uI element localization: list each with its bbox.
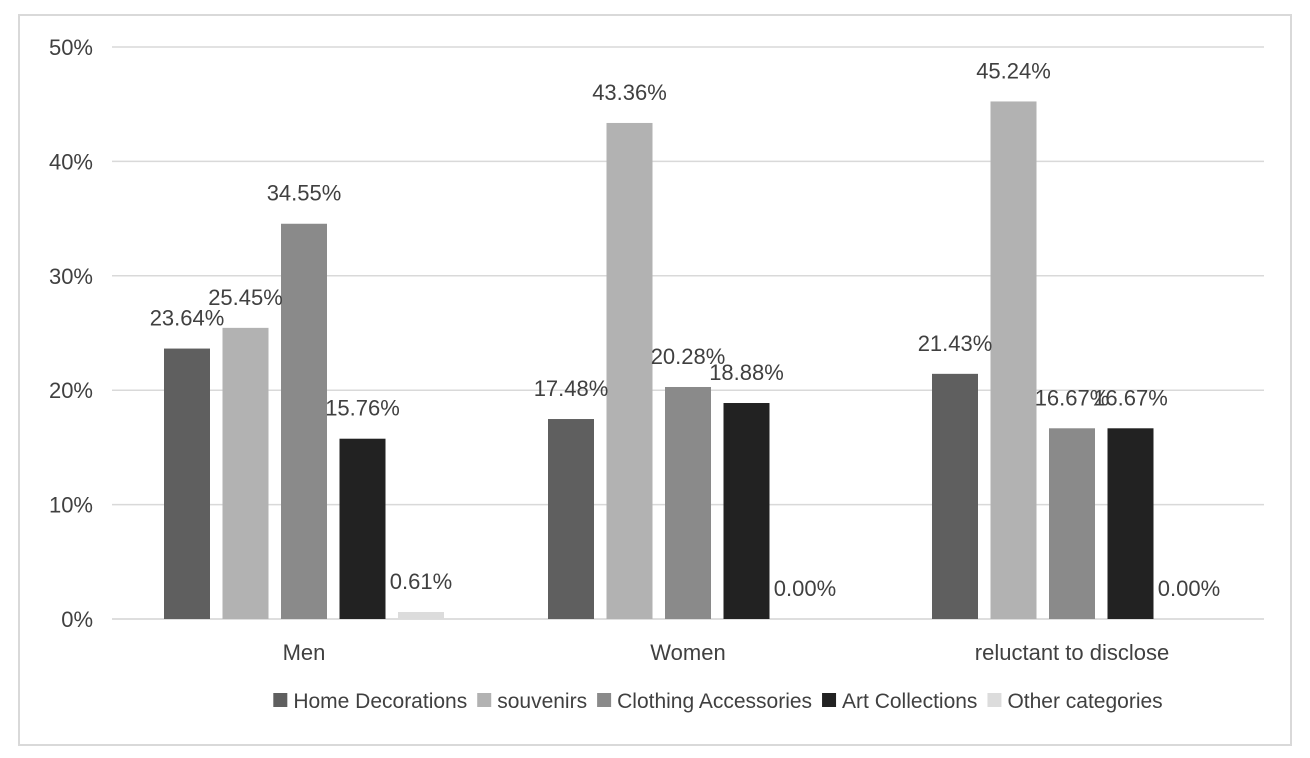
legend-swatch-souvenirs: [477, 693, 492, 707]
x-category-label: Women: [650, 640, 725, 665]
bars: [164, 101, 1154, 620]
bar-art-collections-women: [723, 403, 770, 619]
data-label: 16.67%: [1035, 385, 1110, 410]
legend-label-home-decorations: Home Decorations: [293, 690, 467, 713]
data-label: 18.88%: [709, 360, 784, 385]
bar-clothing-accessories-reluctant-to-disclose: [1049, 428, 1095, 619]
y-tick-label: 50%: [49, 35, 93, 60]
legend-swatch-clothing-accessories: [597, 693, 612, 707]
bar-souvenirs-women: [606, 122, 653, 619]
y-tick-label: 20%: [49, 378, 93, 403]
bar-home-decorations-women: [548, 419, 594, 619]
legend-label-souvenirs: souvenirs: [497, 690, 587, 713]
bar-art-collections-men: [339, 438, 386, 619]
x-category-label: reluctant to disclose: [975, 640, 1169, 665]
bar-other-categories-men: [398, 612, 444, 619]
bar-souvenirs-men: [222, 327, 269, 619]
legend: Home Decorations souvenirs Clothing Access…: [273, 690, 1163, 713]
bar-clothing-accessories-men: [281, 223, 327, 620]
data-label: 20.28%: [651, 344, 726, 369]
data-label: 25.45%: [208, 285, 283, 310]
y-tick-label: 40%: [49, 149, 93, 174]
y-tick-label: 0%: [61, 607, 93, 632]
x-axis: Men Women reluctant to disclose: [283, 640, 1170, 665]
bar-souvenirs-reluctant-to-disclose: [990, 101, 1037, 619]
bar-art-collections-reluctant-to-disclose: [1107, 428, 1154, 619]
bar-home-decorations-reluctant-to-disclose: [932, 373, 978, 619]
data-label: 15.76%: [325, 396, 400, 421]
x-category-label: Men: [283, 640, 326, 665]
data-label: 0.00%: [1158, 576, 1220, 601]
legend-swatch-other-categories: [987, 693, 1002, 707]
data-label: 43.36%: [592, 80, 667, 105]
y-axis: 0% 10% 20% 30% 40% 50%: [49, 35, 93, 632]
data-label: 45.24%: [976, 58, 1051, 83]
legend-swatch-art-collections: [822, 693, 837, 707]
data-label: 16.67%: [1093, 385, 1168, 410]
y-tick-label: 30%: [49, 264, 93, 289]
data-label: 17.48%: [534, 376, 609, 401]
legend-label-clothing-accessories: Clothing Accessories: [617, 690, 812, 713]
legend-swatch-home-decorations: [273, 693, 288, 707]
bar-home-decorations-men: [164, 348, 210, 619]
data-labels: 23.64%25.45% 34.55% 15.76% 0.61% 17.48% 43.36…: [150, 58, 1221, 601]
data-label: 0.00%: [774, 576, 836, 601]
y-tick-label: 10%: [49, 493, 93, 518]
legend-label-art-collections: Art Collections: [842, 690, 977, 713]
data-label: 23.64%: [150, 306, 225, 331]
data-label: 21.43%: [918, 331, 993, 356]
legend-label-other-categories: Other categories: [1007, 690, 1162, 713]
data-label: 0.61%: [390, 569, 452, 594]
data-label: 34.55%: [267, 181, 342, 206]
bar-clothing-accessories-women: [665, 386, 711, 619]
